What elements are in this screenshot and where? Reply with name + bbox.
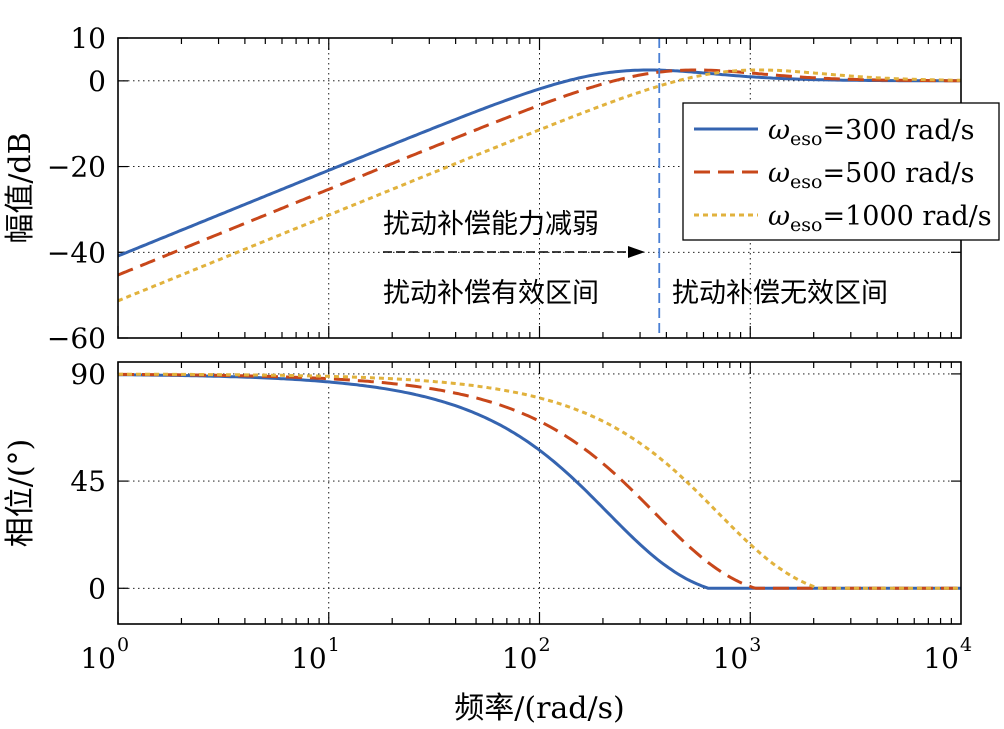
legend-entry: ωeso=500 rad/s — [768, 158, 974, 193]
phase-curves — [118, 372, 961, 590]
legend-subscript: eso — [790, 214, 822, 236]
legend-box — [682, 102, 1000, 241]
magnitude-panel: 10 0 −20 −40 −60 幅值/dB 扰动补偿能力减弱 扰动补偿有效区间 扰动补… — [3, 22, 1000, 355]
legend-label: =300 rad/s — [822, 115, 974, 146]
x-tick-label-exponent: 2 — [539, 634, 551, 656]
magnitude-series-line — [117, 68, 961, 277]
phase-series-line — [118, 372, 961, 590]
phase-y-tick-label: 0 — [88, 572, 106, 605]
magnitude-y-tick-label: −60 — [47, 322, 106, 355]
legend-entry: ωeso=1000 rad/s — [768, 201, 992, 236]
frequency-x-tick-labels: 10 0 10 1 10 2 10 3 10 4 — [80, 634, 972, 675]
x-tick-label-exponent: 3 — [749, 634, 761, 656]
x-tick-label: 10 — [502, 642, 538, 675]
phase-frame — [117, 361, 962, 625]
legend-entry: ωeso=300 rad/s — [768, 115, 974, 150]
legend-omega-symbol: ω — [768, 201, 790, 232]
magnitude-y-tick-label: −20 — [47, 151, 106, 184]
x-tick-label: 10 — [923, 642, 959, 675]
magnitude-y-axis-label: 幅值/dB — [3, 132, 38, 243]
phase-y-axis-label: 相位/(°) — [3, 439, 38, 548]
legend-subscript: eso — [790, 128, 822, 150]
legend-subscript: eso — [790, 171, 822, 193]
phase-grid — [118, 362, 961, 624]
phase-y-tick-labels: 90 45 0 — [70, 358, 106, 605]
magnitude-y-tick-label: −40 — [47, 236, 106, 269]
magnitude-y-tick-labels: 10 0 −20 −40 −60 — [47, 22, 106, 355]
magnitude-y-tick-label: 10 — [70, 22, 106, 55]
frequency-x-axis-label: 频率/(rad/s) — [454, 691, 624, 726]
magnitude-curves — [117, 68, 962, 303]
x-tick-label-exponent: 4 — [960, 634, 972, 656]
legend-omega-symbol: ω — [768, 115, 790, 146]
x-tick-label-exponent: 1 — [328, 634, 340, 656]
phase-y-tick-label: 90 — [70, 358, 106, 391]
phase-y-tick-label: 45 — [70, 465, 106, 498]
legend-label: =1000 rad/s — [822, 201, 991, 232]
effective-region-label: 扰动补偿有效区间 — [383, 278, 599, 309]
ineffective-region-label: 扰动补偿无效区间 — [672, 278, 888, 309]
x-tick-label: 10 — [713, 642, 749, 675]
magnitude-y-tick-label: 0 — [88, 65, 106, 98]
arrow-annotation-text: 扰动补偿能力减弱 — [383, 209, 599, 240]
magnitude-series-line — [117, 68, 962, 303]
x-tick-label-exponent: 0 — [117, 634, 129, 656]
x-tick-label: 10 — [80, 642, 116, 675]
legend-label: =500 rad/s — [822, 158, 974, 189]
legend-omega-symbol: ω — [768, 158, 790, 189]
magnitude-series-line — [117, 68, 961, 258]
arrow-annotation-head — [628, 246, 645, 258]
x-tick-label: 10 — [291, 642, 327, 675]
annotations: 扰动补偿能力减弱 扰动补偿有效区间 扰动补偿无效区间 — [383, 209, 888, 309]
